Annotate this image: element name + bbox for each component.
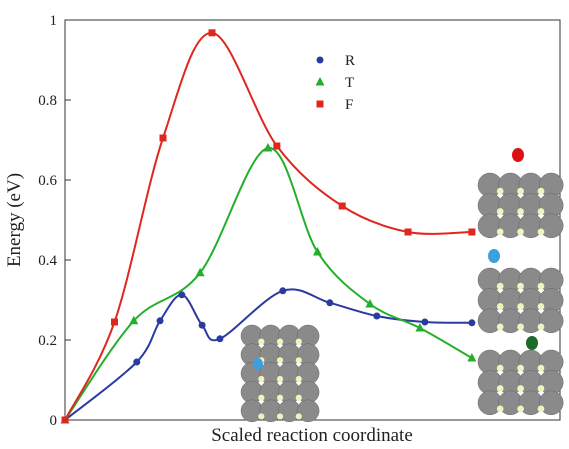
h-atom [276, 338, 284, 345]
marker [404, 228, 412, 236]
legend-marker [315, 77, 325, 86]
marker [178, 291, 186, 299]
y-tick-label: 1 [50, 13, 58, 29]
series-line [64, 31, 472, 421]
h-atom [276, 394, 284, 401]
marker [373, 312, 381, 320]
marker [273, 142, 281, 150]
marker [279, 287, 287, 295]
h-atom [537, 385, 545, 392]
h-atom [258, 375, 265, 383]
marker [129, 315, 139, 325]
h-atom [496, 323, 504, 331]
legend-marker [316, 100, 324, 108]
h-atom [295, 375, 302, 383]
h-atom [517, 303, 524, 310]
adsorbate [526, 336, 538, 350]
h-atom [517, 187, 524, 195]
atom [538, 213, 564, 239]
h-atom [295, 338, 302, 345]
marker [159, 134, 167, 142]
marker [111, 318, 118, 326]
h-atom [537, 405, 545, 413]
adsorbate [512, 148, 524, 162]
y-axis-label: Energy (eV) [4, 173, 25, 267]
h-atom [276, 413, 284, 420]
legend-marker [316, 56, 324, 64]
y-tick-label: 0 [50, 413, 58, 429]
h-atom [537, 282, 545, 290]
h-atom [517, 405, 524, 413]
marker [365, 299, 375, 308]
h-atom [537, 364, 545, 372]
h-atom [295, 357, 302, 364]
h-atom [496, 228, 504, 236]
h-atom [496, 405, 504, 413]
h-atom [295, 413, 302, 420]
h-atom [496, 364, 504, 372]
y-tick-label: 0.6 [38, 173, 57, 189]
marker [326, 299, 334, 307]
y-tick-label: 0.2 [38, 333, 57, 349]
h-atom [258, 338, 265, 345]
marker [133, 358, 141, 366]
marker [156, 317, 164, 325]
adsorbate [253, 358, 263, 370]
marker [421, 318, 429, 326]
h-atom [517, 323, 524, 331]
h-atom [537, 208, 545, 215]
marker [263, 143, 273, 152]
marker [338, 202, 346, 210]
atom [538, 390, 564, 416]
h-atom [517, 228, 524, 236]
marker [468, 228, 476, 236]
legend-label: T [345, 75, 354, 91]
h-atom [496, 303, 504, 310]
marker [208, 29, 216, 37]
atom [538, 308, 564, 334]
adsorbate [488, 249, 500, 263]
marker [195, 267, 205, 277]
h-atom [537, 323, 545, 331]
h-atom [517, 364, 524, 372]
marker [312, 247, 322, 256]
h-atom [517, 282, 524, 290]
marker [198, 321, 206, 329]
h-atom [258, 394, 265, 401]
y-tick-label: 0.4 [38, 253, 57, 269]
h-atom [276, 357, 284, 364]
h-atom [258, 413, 265, 420]
legend-label: R [345, 53, 355, 69]
h-atom [496, 187, 504, 195]
h-atom [517, 208, 524, 215]
x-axis-label: Scaled reaction coordinate [211, 425, 413, 444]
h-atom [496, 208, 504, 215]
atom [296, 399, 320, 423]
h-atom [537, 303, 545, 310]
molecule-illustrations [240, 148, 564, 423]
h-atom [537, 228, 545, 236]
marker [468, 319, 476, 327]
marker [61, 416, 69, 424]
h-atom [496, 385, 504, 392]
marker [467, 353, 477, 362]
h-atom [537, 187, 545, 195]
marker [415, 323, 425, 332]
legend-label: F [345, 97, 353, 113]
h-atom [276, 375, 284, 383]
h-atom [295, 394, 302, 401]
h-atom [496, 282, 504, 290]
marker [216, 335, 224, 343]
h-atom [517, 385, 524, 392]
y-tick-label: 0.8 [38, 93, 57, 109]
